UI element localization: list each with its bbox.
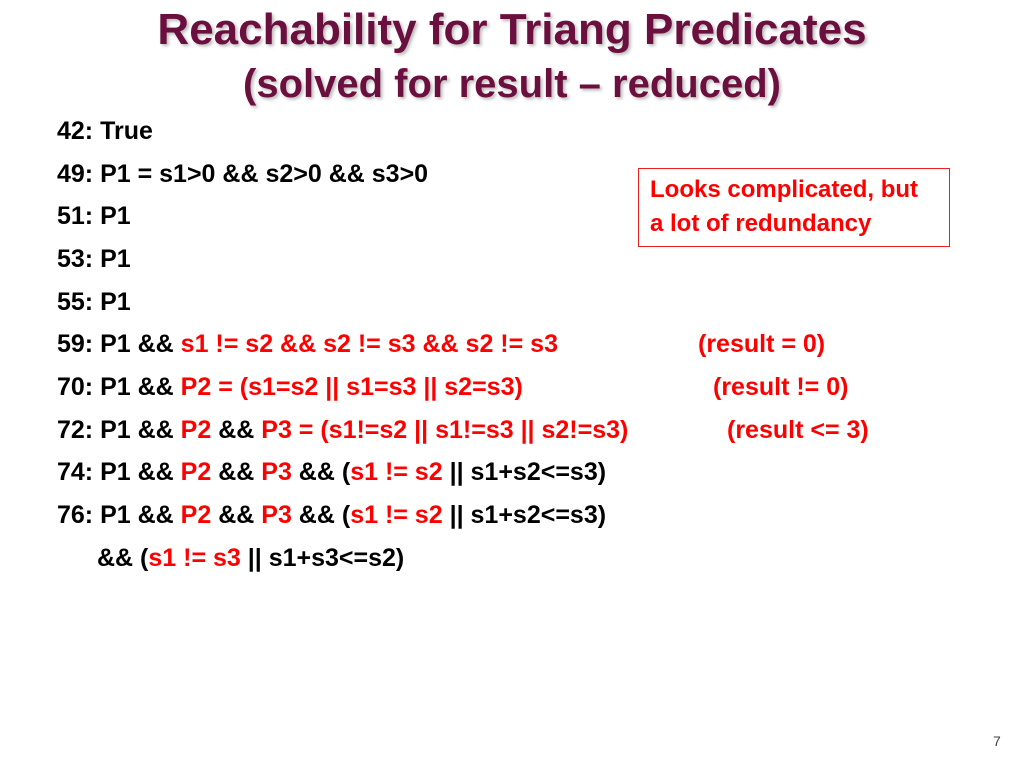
callout-box: Looks complicated, but a lot of redundan… [638, 168, 950, 247]
line-text: 51: P1 [57, 202, 131, 231]
line-text: 74: P1 && [57, 458, 181, 487]
highlighted-condition: P2 = (s1=s2 || s1=s3 || s2=s3) [180, 372, 523, 401]
page-number: 7 [993, 733, 1001, 749]
result-annotation: (result = 0) [698, 330, 826, 359]
code-line: 55: P1 [57, 281, 977, 324]
highlighted-predicate: P2 [180, 500, 212, 529]
line-text: && [211, 500, 262, 529]
line-text: && ( [291, 458, 351, 487]
line-text: 70: P1 && [57, 372, 181, 401]
line-text: 55: P1 [57, 287, 131, 316]
code-line: 49: P1 = s1>0 && s2>0 && s3>0 [57, 153, 977, 196]
slide-subtitle: (solved for result – reduced) [243, 62, 781, 106]
line-text: 42: True [57, 117, 153, 145]
code-line: 72: P1 && P2 && P3 = (s1!=s2 || s1!=s3 |… [57, 409, 977, 452]
code-line-continuation: && ( s1 != s3 || s1+s3<=s2) [57, 537, 977, 580]
slide-title: Reachability for Triang Predicates [157, 5, 867, 54]
callout-text: Looks complicated, but [650, 176, 919, 203]
highlighted-predicate: P3 [261, 458, 292, 487]
code-line: 70: P1 && P2 = (s1=s2 || s1=s3 || s2=s3)… [57, 366, 977, 409]
line-text: || s1+s3<=s2) [240, 543, 405, 572]
highlighted-condition: P3 = (s1!=s2 || s1!=s3 || s2!=s3) [261, 415, 629, 444]
line-text: 49: P1 = s1>0 && s2>0 && s3>0 [57, 159, 429, 188]
code-line: 51: P1 [57, 195, 977, 238]
line-text: || s1+s2<=s3) [442, 458, 607, 487]
line-text: && [211, 415, 262, 444]
result-annotation: (result != 0) [713, 372, 849, 401]
highlighted-predicate: P2 [180, 415, 212, 444]
code-line: 59: P1 && s1 != s2 && s2 != s3 && s2 != … [57, 323, 977, 366]
highlighted-condition: s1 != s2 && s2 != s3 && s2 != s3 [180, 330, 558, 359]
code-line: 53: P1 [57, 238, 977, 281]
highlighted-condition: s1 != s2 [350, 458, 443, 487]
code-line: 76: P1 && P2 && P3 && ( s1 != s2 || s1+s… [57, 494, 977, 537]
highlighted-condition: s1 != s3 [148, 543, 241, 572]
code-line: 42: True [57, 110, 977, 153]
line-text: 76: P1 && [57, 500, 181, 529]
callout-text: a lot of redundancy [650, 210, 872, 237]
result-annotation: (result <= 3) [727, 415, 869, 444]
line-text: && ( [97, 543, 149, 572]
highlighted-condition: s1 != s2 [350, 500, 443, 529]
line-text: 59: P1 && [57, 330, 181, 359]
line-text: && ( [291, 500, 351, 529]
highlighted-predicate: P2 [180, 458, 212, 487]
line-text: && [211, 458, 262, 487]
line-text: 72: P1 && [57, 415, 181, 444]
line-text: || s1+s2<=s3) [442, 500, 607, 529]
code-line: 74: P1 && P2 && P3 && ( s1 != s2 || s1+s… [57, 451, 977, 494]
highlighted-predicate: P3 [261, 500, 292, 529]
reachability-listing: 42: True 49: P1 = s1>0 && s2>0 && s3>0 5… [57, 110, 977, 579]
line-text: 53: P1 [57, 244, 131, 273]
